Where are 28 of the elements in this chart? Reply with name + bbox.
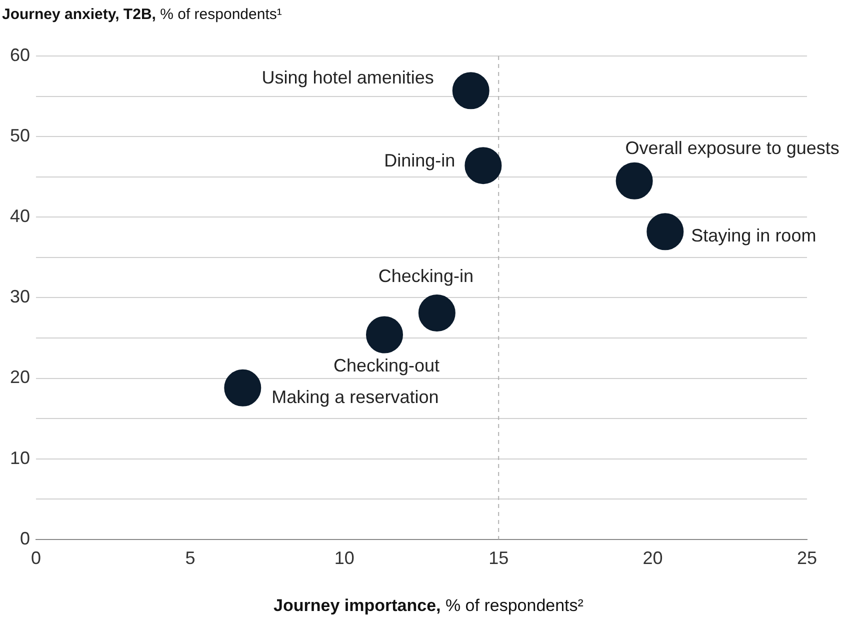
y-tick-label: 20 <box>10 367 30 388</box>
x-tick-label: 10 <box>334 548 354 568</box>
annotation: Making a reservation <box>272 386 439 407</box>
y-tick-label: 0 <box>20 528 30 548</box>
y-axis-title: Journey anxiety, T2B, % of respondents¹ <box>2 6 282 23</box>
y-tick-label: 10 <box>10 448 30 468</box>
annotation: Using hotel amenities <box>262 68 434 88</box>
annotation: Overall exposure to guests <box>625 138 840 158</box>
x-axis-title: Journey importance, % of respondents² <box>274 596 584 615</box>
annotation: Checking-out <box>333 356 440 376</box>
annotation: Dining-in <box>384 150 456 171</box>
x-tick-label: 20 <box>642 548 663 568</box>
x-tick-label: 15 <box>488 548 509 568</box>
y-tick-label: 30 <box>10 286 30 307</box>
annotation: Staying in room <box>691 226 816 246</box>
y-tick-label: 60 <box>10 44 30 65</box>
point <box>452 72 490 110</box>
y-tick-label: 40 <box>10 206 30 226</box>
point <box>646 213 684 250</box>
point <box>418 294 456 332</box>
annotation: Checking-in <box>378 266 474 286</box>
point <box>616 162 653 200</box>
x-tick-label: 5 <box>185 548 196 568</box>
x-tick-label: 25 <box>796 548 818 568</box>
point <box>464 147 502 184</box>
y-tick-label: 50 <box>10 126 30 146</box>
point <box>224 369 262 406</box>
point <box>366 316 404 354</box>
